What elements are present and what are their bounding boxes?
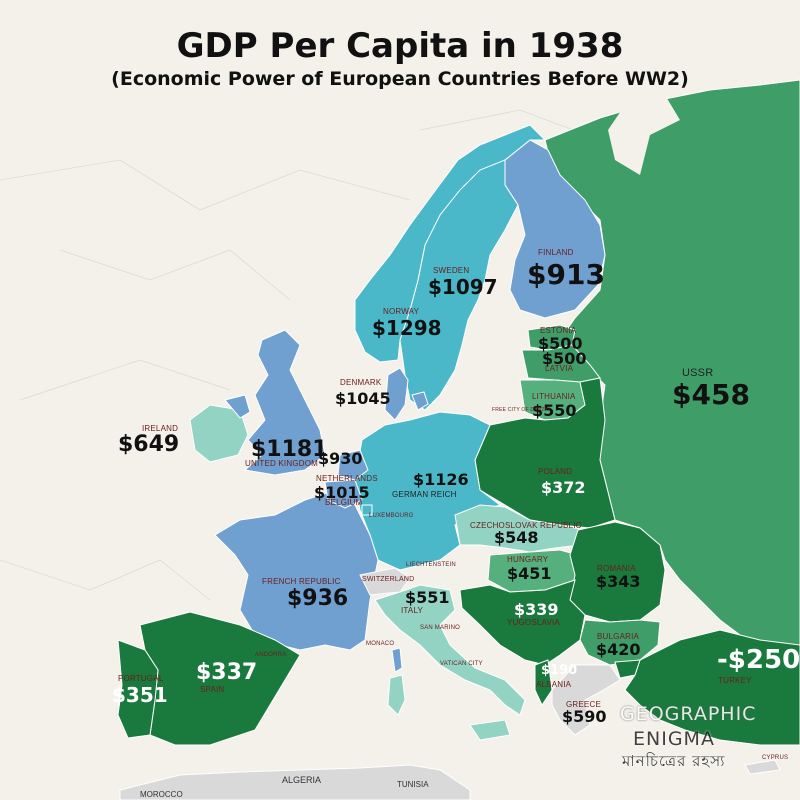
label-switzerland: SWITZERLAND [362, 576, 415, 583]
label-belgium-name: BELGIUM [325, 498, 363, 507]
country-italy-sardinia [387, 674, 406, 716]
country-uk [243, 329, 326, 476]
country-turkey [624, 629, 800, 746]
label-hungary-name: HUNGARY [507, 555, 549, 564]
label-germany-name: GERMAN REICH [392, 490, 457, 499]
country-switzerland [359, 567, 411, 596]
label-liechtenstein: LIECHTENSTEIN [406, 562, 456, 568]
value-latvia: $500 [542, 349, 587, 368]
label-bulgaria-name: BULGARIA [597, 632, 640, 641]
value-romania: $343 [596, 572, 641, 591]
value-albania: $190 [541, 663, 578, 678]
country-ireland [189, 404, 249, 463]
value-spain: $337 [196, 660, 258, 685]
label-italy-name: ITALY [401, 606, 424, 615]
country-portugal [117, 639, 159, 739]
value-ussr: $458 [672, 378, 750, 411]
region-north-africa [119, 764, 471, 800]
country-greece [551, 664, 621, 736]
country-turkey-thrace [614, 659, 641, 679]
label-denmark-name: DENMARK [340, 378, 382, 387]
country-albania [534, 659, 553, 707]
label-netherlands-name: NETHERLANDS [316, 474, 378, 483]
page-subtitle: (Economic Power of European Countries Be… [111, 68, 689, 90]
value-italy: $551 [405, 588, 450, 607]
label-uk-name: UNITED KINGDOM [245, 459, 319, 468]
label-yugoslavia-name: YUGOSLAVIA [507, 618, 560, 627]
value-czechoslovakia: $548 [494, 528, 539, 547]
label-norway-name: NORWAY [383, 307, 420, 316]
value-finland: $913 [527, 258, 605, 291]
country-ussr [544, 79, 800, 701]
label-greece-name: GREECE [566, 700, 601, 709]
watermark-line2: ENIGMA [633, 728, 715, 750]
country-northern-ireland [224, 394, 251, 419]
value-estonia: $500 [538, 334, 583, 353]
label-sweden-name: SWEDEN [433, 266, 470, 275]
label-ussr-name: USSR [682, 367, 714, 379]
label-romania-name: ROMANIA [597, 564, 636, 573]
value-portugal: $351 [112, 683, 168, 707]
country-poland [474, 377, 616, 529]
label-poland-name: POLAND [538, 467, 573, 476]
label-lithuania-name: LITHUANIA [532, 392, 576, 401]
label-spain-name: SPAIN [200, 685, 225, 694]
value-lithuania: $550 [532, 401, 577, 420]
label-ireland-name: IRELAND [142, 424, 179, 433]
label-turkey-name: TURKEY [718, 676, 752, 685]
country-italy [374, 584, 526, 716]
country-belgium [324, 479, 363, 509]
label-estonia-name: ESTONIA [540, 326, 577, 335]
island-corsica [391, 647, 403, 673]
label-danzig: FREE CITY OF DANZIG [492, 407, 551, 413]
country-norway [354, 124, 547, 363]
value-denmark: $1045 [335, 389, 391, 408]
country-denmark-isles [411, 391, 429, 411]
label-luxembourg: LUXEMBOURG [369, 513, 414, 519]
page-title: GDP Per Capita in 1938 [176, 26, 624, 66]
country-finland [504, 139, 606, 319]
country-bulgaria [579, 619, 661, 666]
value-turkey: -$250 [717, 645, 800, 675]
label-finland-name: FINLAND [538, 248, 574, 257]
value-uk: $1181 [251, 437, 328, 462]
label-albania-name: ALBANIA [536, 680, 572, 689]
label-portugal-name: PORTUGAL [118, 674, 164, 683]
label-morocco: MOROCCO [140, 790, 183, 799]
island-cyprus [744, 759, 781, 775]
value-bulgaria: $420 [596, 640, 641, 659]
country-france [214, 491, 379, 651]
value-yugoslavia: $339 [514, 600, 559, 619]
value-ireland: $649 [118, 432, 180, 457]
label-andorra: ANDORRA [255, 652, 287, 658]
value-netherlands: $930 [318, 449, 363, 468]
value-poland: $372 [541, 478, 586, 497]
value-norway: $1298 [372, 316, 442, 340]
label-monaco: MONACO [366, 641, 395, 647]
country-luxembourg [361, 504, 373, 516]
value-sweden: $1097 [428, 275, 498, 299]
country-italy-sicily [469, 719, 511, 741]
value-belgium: $1015 [314, 483, 370, 502]
background-routes [0, 109, 601, 601]
watermark-line3: মানচিত্রের রহস্য [622, 752, 726, 770]
label-france-name: FRENCH REPUBLIC [262, 577, 341, 586]
label-cyprus: CYPRUS [762, 755, 789, 761]
label-algeria: ALGERIA [282, 775, 322, 785]
value-greece: $590 [562, 707, 607, 726]
value-germany: $1126 [413, 470, 469, 489]
country-netherlands [337, 449, 369, 481]
watermark-line1: GEOGRAPHIC [620, 703, 757, 725]
label-vatican: VATICAN CITY [440, 661, 483, 667]
label-tunisia: TUNISIA [397, 780, 429, 789]
label-latvia-name: LATVIA [545, 364, 574, 373]
white-sea [608, 95, 680, 175]
country-denmark [384, 367, 409, 421]
label-san-marino: SAN MARINO [420, 625, 461, 631]
value-france: $936 [287, 586, 349, 611]
label-czechoslovakia-name: CZECHOSLOVAK REPUBLIC [470, 521, 582, 530]
value-hungary: $451 [507, 564, 552, 583]
